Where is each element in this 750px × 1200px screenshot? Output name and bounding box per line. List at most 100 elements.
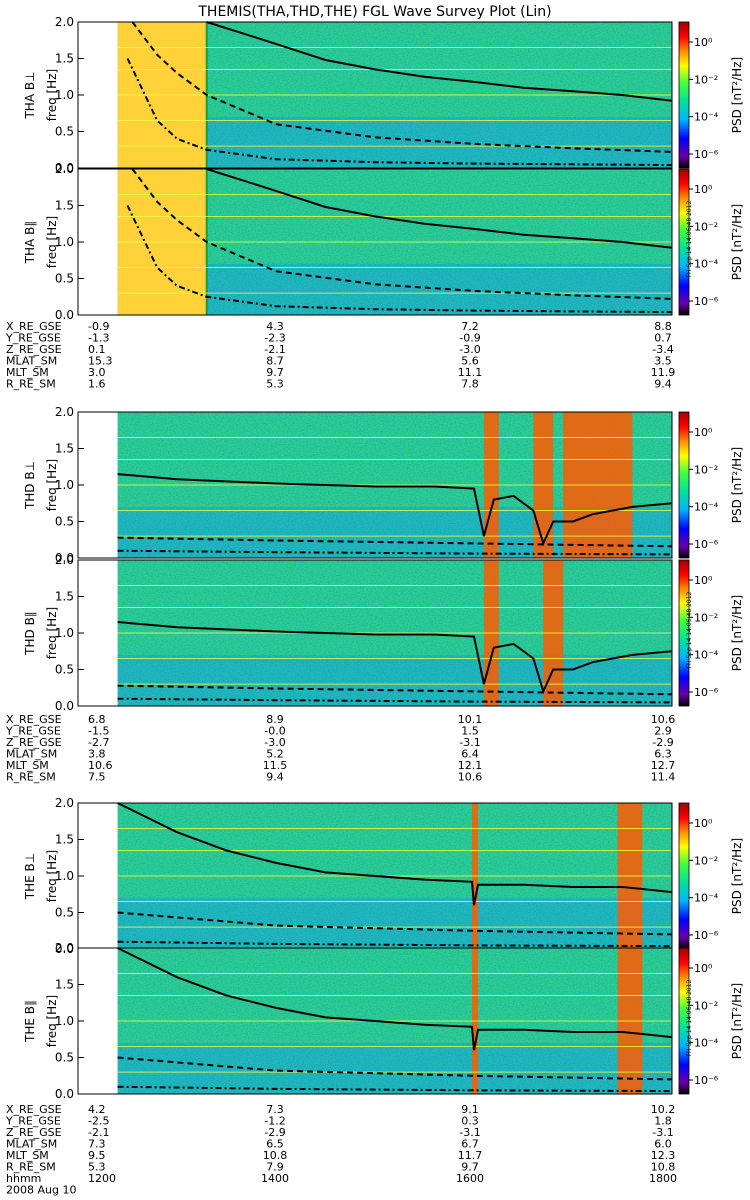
ephemeris-value: -2.1 [264, 343, 285, 356]
y-tick-label: 0.5 [55, 272, 74, 286]
colorbar-tick-label: 10⁻⁴ [694, 111, 719, 124]
ephemeris-value: -3.1 [459, 1126, 480, 1139]
colorbar-tick-label: 10⁻⁴ [694, 501, 719, 514]
colorbar-tick-label: 10⁻² [694, 611, 718, 624]
fce-trace [117, 802, 673, 906]
y-axis-unit-label: freq [Hz] [45, 69, 59, 121]
colorbar-tick-label: 10⁰ [694, 817, 713, 830]
ephemeris-value: 6.8 [88, 713, 106, 726]
fcp-trace [126, 205, 673, 314]
fce-trace [117, 621, 673, 695]
colorbar [678, 559, 690, 707]
spectrogram-panel: 0.0 0.5 1.0 1.5 2.0 THA B⊥ freq [Hz] 10⁰ 10⁻² 10⁻… [23, 15, 744, 175]
colorbar-tick-label: 10⁻² [694, 220, 718, 233]
ephemeris-row-label: X_RE_GSE [6, 713, 62, 726]
spectrogram-panel: 0.0 0.5 1.0 1.5 2.0 THE B⊥ freq [Hz] 10⁰ 10⁻² 10⁻… [23, 796, 744, 956]
y-tick-label: 2.0 [55, 405, 74, 419]
ephemeris-row-label: X_RE_GSE [6, 1103, 62, 1116]
colorbar-tick-label: 10⁻⁴ [694, 892, 719, 905]
y-tick-label: 1.5 [55, 833, 74, 847]
colorbar-tick-label: 10⁻⁶ [694, 686, 719, 699]
y-tick-label: 0.5 [55, 125, 74, 139]
y-axis-label: THE B∥ [23, 1000, 37, 1043]
ephemeris-value: 8.7 [266, 355, 284, 368]
plot-timestamp: FH Sep 14 14:06:48 2012 [686, 591, 693, 668]
ephemeris-value: -3.0 [459, 343, 480, 356]
colorbar-tick-label: 10⁻⁶ [694, 929, 719, 942]
ephemeris-value: 8.8 [654, 320, 672, 333]
ephemeris-value: 5.6 [461, 355, 479, 368]
colorbar-tick-label: 10⁻⁶ [694, 538, 719, 551]
time-tick-label: 1800 [649, 1172, 677, 1185]
ephemeris-value: 10.6 [651, 713, 676, 726]
y-tick-label: 2.0 [55, 15, 74, 29]
y-axis-label: THD B⊥ [23, 461, 37, 510]
y-tick-label: 1.0 [55, 869, 74, 883]
ephemeris-value: 9.7 [266, 366, 284, 379]
y-tick-label: 1.0 [55, 88, 74, 102]
ephemeris-value: 1.6 [88, 378, 106, 391]
half-fce-trace [131, 168, 673, 300]
ephemeris-row-label: R_RE_SM [6, 378, 56, 391]
fcp-trace [117, 1085, 673, 1093]
y-tick-label: 0.5 [55, 515, 74, 529]
colorbar [678, 168, 690, 316]
ephemeris-row-label: Z_RE_GSE [6, 736, 62, 749]
ephemeris-row-label: MLAT_SM [6, 355, 57, 368]
ephemeris-value: 1.5 [461, 725, 479, 738]
ephemeris-value: 2.9 [654, 725, 672, 738]
half-fce-trace [131, 21, 673, 153]
y-tick-label: 0.0 [55, 942, 74, 956]
plot-timestamp: FH Sep 14 14:06:48 2012 [686, 200, 693, 277]
ephemeris-value: 0.1 [88, 343, 106, 356]
y-tick-label: 0.0 [55, 551, 74, 565]
ephemeris-value: 6.4 [461, 748, 479, 761]
ephemeris-table: X_RE_GSE 6.8 8.9 10.1 10.6 Y_RE_GSE -1.5 -0.0 1.… [5, 713, 675, 784]
y-tick-label: 1.0 [55, 235, 74, 249]
ephemeris-value: 4.3 [266, 320, 284, 333]
ephemeris-row-label: X_RE_GSE [6, 320, 62, 333]
fcp-trace [117, 549, 673, 556]
ephemeris-value: 9.4 [266, 771, 284, 784]
ephemeris-value: 3.5 [654, 355, 672, 368]
colorbar-label: PSD [nT²/Hz] [730, 983, 744, 1059]
colorbar [678, 802, 690, 950]
colorbar-tick-label: 10⁰ [694, 426, 713, 439]
y-axis-label: THA B⊥ [23, 71, 37, 119]
ephemeris-value: 7.8 [461, 378, 479, 391]
y-axis-unit-label: freq [Hz] [45, 995, 59, 1047]
colorbar-tick-label: 10⁰ [694, 574, 713, 587]
ephemeris-value: 6.3 [654, 748, 672, 761]
colorbar-label: PSD [nT²/Hz] [730, 838, 744, 914]
y-tick-label: 2.0 [55, 796, 74, 810]
y-tick-label: 0.0 [55, 699, 74, 713]
time-tick-label: 1400 [261, 1172, 289, 1185]
ephemeris-value: 7.3 [88, 1138, 106, 1151]
colorbar [678, 947, 690, 1095]
colorbar-label: PSD [nT²/Hz] [730, 204, 744, 280]
y-tick-label: 1.5 [55, 199, 74, 213]
ephemeris-value: 5.3 [88, 1161, 106, 1174]
ephemeris-row-label: Z_RE_GSE [6, 343, 62, 356]
colorbar-tick-label: 10⁻² [694, 463, 718, 476]
colorbar [678, 21, 690, 169]
ephemeris-value: 10.6 [88, 759, 113, 772]
ephemeris-value: 11.4 [651, 771, 676, 784]
y-tick-label: 2.0 [55, 553, 74, 567]
colorbar-tick-label: 10⁻⁴ [694, 1037, 719, 1050]
ephemeris-row-label: MLAT_SM [6, 748, 57, 761]
y-tick-label: 0.5 [55, 1051, 74, 1065]
y-tick-label: 0.0 [55, 308, 74, 322]
colorbar-tick-label: 10⁻⁴ [694, 258, 719, 271]
ephemeris-table: X_RE_GSE -0.9 4.3 7.2 8.8 Y_RE_GSE -1.3 -2.3 -0.… [5, 320, 675, 391]
y-tick-label: 0.5 [55, 906, 74, 920]
ephemeris-value: 10.2 [651, 1103, 676, 1116]
ephemeris-value: -1.3 [88, 332, 109, 345]
ephemeris-row-label: Y_RE_GSE [5, 725, 61, 738]
ephemeris-value: 9.1 [461, 1103, 479, 1116]
y-tick-label: 2.0 [55, 162, 74, 176]
y-tick-label: 1.5 [55, 52, 74, 66]
y-axis-label: THE B⊥ [23, 853, 37, 900]
ephemeris-value: 3.0 [88, 366, 106, 379]
